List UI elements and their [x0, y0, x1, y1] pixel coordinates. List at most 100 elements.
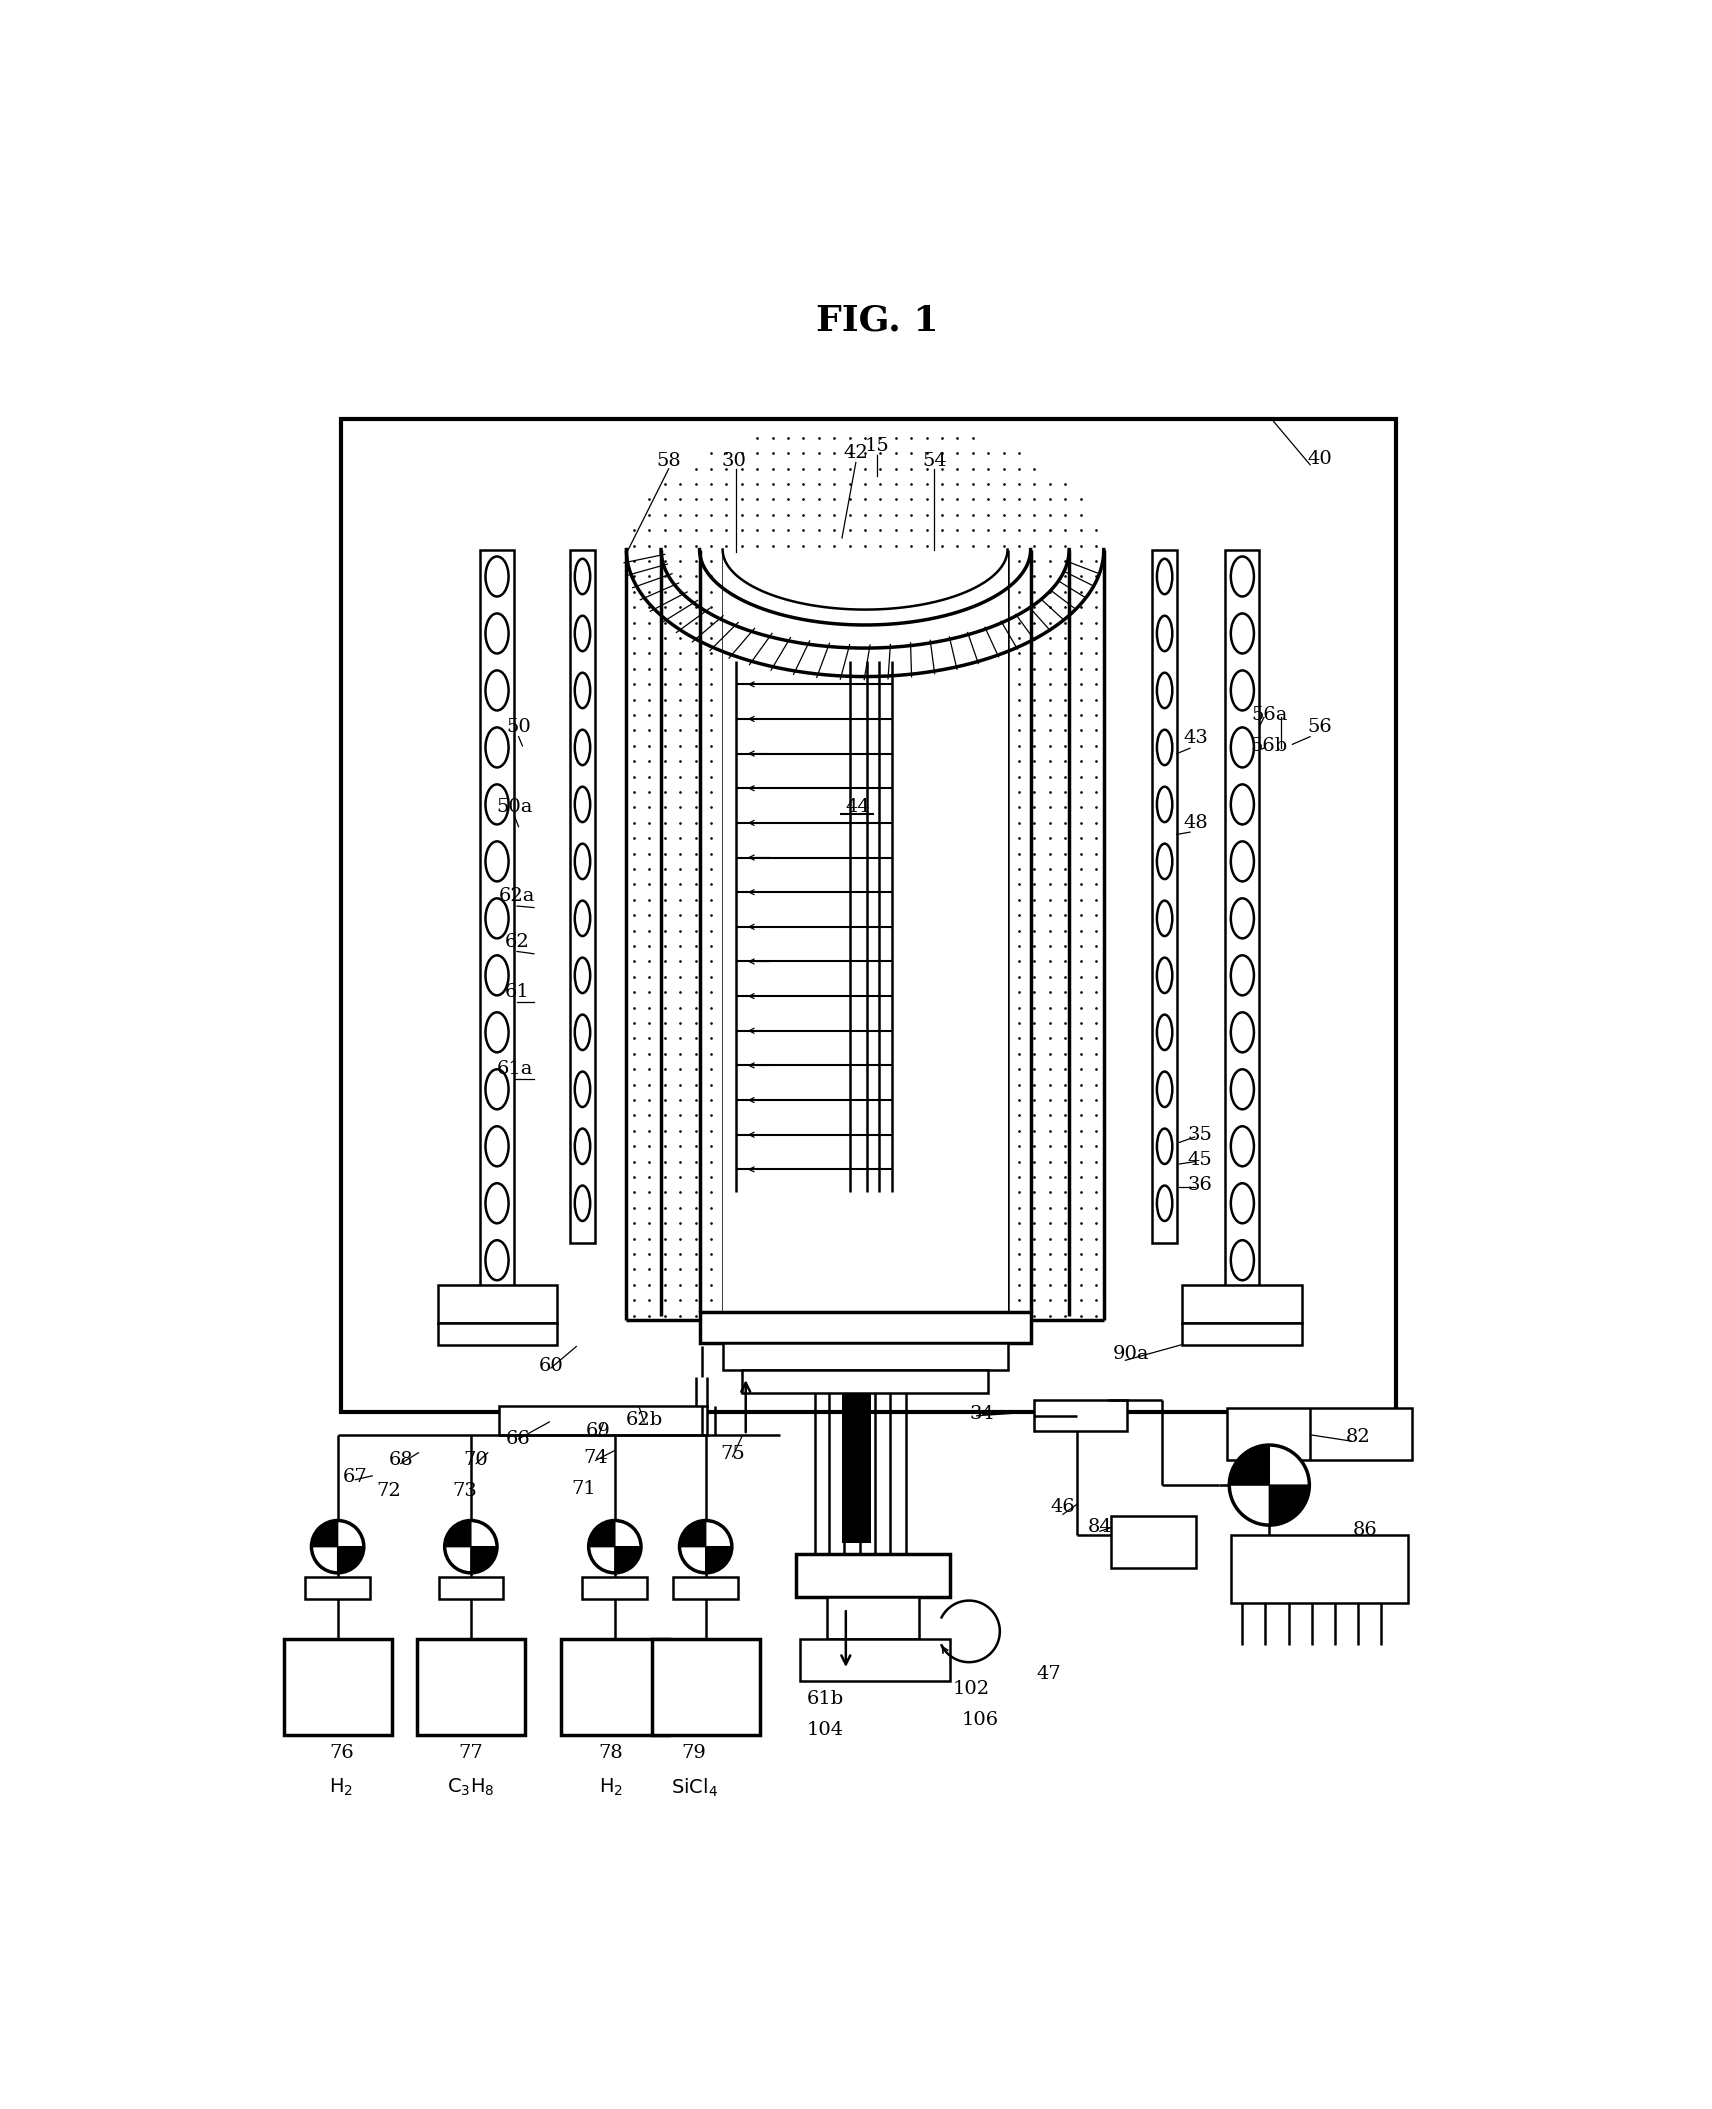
Ellipse shape	[1157, 673, 1173, 709]
Polygon shape	[337, 1546, 363, 1571]
Text: 56a: 56a	[1251, 707, 1287, 723]
Text: 76: 76	[329, 1744, 354, 1761]
Text: 54: 54	[923, 451, 947, 470]
Ellipse shape	[575, 673, 591, 709]
Bar	[1231, 1535, 1407, 1603]
Ellipse shape	[575, 1014, 591, 1050]
Polygon shape	[615, 1546, 640, 1571]
Polygon shape	[680, 1521, 705, 1546]
Ellipse shape	[575, 616, 591, 652]
Text: 34: 34	[969, 1405, 995, 1424]
Ellipse shape	[1231, 671, 1253, 711]
Text: 69: 69	[586, 1421, 609, 1440]
Polygon shape	[1269, 1485, 1308, 1525]
Bar	[305, 1578, 370, 1599]
Bar	[418, 1639, 526, 1736]
Text: 106: 106	[962, 1710, 1000, 1729]
Ellipse shape	[1157, 616, 1173, 652]
Ellipse shape	[1157, 1014, 1173, 1050]
Ellipse shape	[1231, 1012, 1253, 1052]
Ellipse shape	[1231, 955, 1253, 995]
Bar	[341, 418, 1397, 1411]
Text: 68: 68	[389, 1451, 413, 1470]
Ellipse shape	[1157, 1185, 1173, 1221]
Bar	[1111, 1516, 1197, 1569]
Bar	[842, 1392, 871, 1544]
Ellipse shape	[486, 1012, 508, 1052]
Text: $\mathrm{H_2}$: $\mathrm{H_2}$	[599, 1778, 623, 1799]
Text: 15: 15	[865, 437, 890, 456]
Bar	[562, 1639, 669, 1736]
Bar	[700, 1312, 1031, 1343]
Ellipse shape	[1231, 898, 1253, 939]
Text: 36: 36	[1188, 1177, 1212, 1194]
Text: 61: 61	[505, 983, 529, 1002]
Bar	[284, 1639, 392, 1736]
Text: 71: 71	[572, 1481, 596, 1497]
Ellipse shape	[486, 614, 508, 654]
Text: 90a: 90a	[1113, 1346, 1149, 1362]
Text: 44: 44	[846, 799, 870, 816]
Ellipse shape	[1231, 785, 1253, 825]
Text: 50: 50	[507, 717, 531, 736]
Text: 62a: 62a	[498, 888, 536, 905]
Bar	[1034, 1400, 1126, 1432]
Text: 42: 42	[844, 445, 868, 462]
Text: 40: 40	[1306, 451, 1332, 468]
Ellipse shape	[575, 1185, 591, 1221]
Polygon shape	[471, 1546, 496, 1571]
Text: 47: 47	[1036, 1664, 1061, 1683]
Text: 46: 46	[1051, 1497, 1075, 1516]
Bar	[438, 1284, 556, 1322]
Text: 35: 35	[1188, 1126, 1212, 1143]
Ellipse shape	[1157, 1071, 1173, 1107]
Text: 104: 104	[806, 1721, 844, 1740]
Text: 45: 45	[1188, 1152, 1212, 1168]
Text: 58: 58	[656, 451, 681, 470]
Ellipse shape	[1231, 1069, 1253, 1109]
Ellipse shape	[575, 844, 591, 879]
Text: 30: 30	[722, 451, 746, 470]
Text: 75: 75	[721, 1445, 745, 1464]
Ellipse shape	[1231, 1240, 1253, 1280]
Ellipse shape	[575, 1128, 591, 1164]
Text: 77: 77	[459, 1744, 483, 1761]
Bar	[673, 1578, 738, 1599]
Bar	[800, 1639, 950, 1681]
Bar	[1226, 550, 1260, 1289]
Ellipse shape	[486, 898, 508, 939]
Bar	[1152, 550, 1176, 1242]
Text: 82: 82	[1346, 1428, 1370, 1447]
Ellipse shape	[486, 1240, 508, 1280]
Bar	[827, 1597, 919, 1639]
Polygon shape	[1229, 1447, 1269, 1485]
Bar	[722, 1343, 1008, 1369]
Text: $\mathrm{H_2}$: $\mathrm{H_2}$	[329, 1778, 354, 1799]
Ellipse shape	[1231, 1126, 1253, 1166]
Ellipse shape	[1157, 1128, 1173, 1164]
Text: 84: 84	[1087, 1518, 1113, 1537]
Ellipse shape	[575, 730, 591, 766]
Polygon shape	[312, 1521, 337, 1546]
Ellipse shape	[575, 901, 591, 936]
Text: 50a: 50a	[496, 799, 532, 816]
Text: 86: 86	[1352, 1521, 1378, 1540]
Text: 56b: 56b	[1251, 736, 1287, 755]
Text: 73: 73	[452, 1483, 478, 1499]
Ellipse shape	[486, 1183, 508, 1223]
Ellipse shape	[575, 559, 591, 595]
Ellipse shape	[1231, 557, 1253, 597]
Ellipse shape	[486, 955, 508, 995]
Ellipse shape	[1157, 559, 1173, 595]
Ellipse shape	[1231, 1183, 1253, 1223]
Text: 66: 66	[507, 1430, 531, 1449]
Text: 56: 56	[1306, 717, 1332, 736]
Bar	[438, 1322, 556, 1346]
Bar	[500, 1407, 707, 1434]
Ellipse shape	[1231, 614, 1253, 654]
Text: 74: 74	[584, 1449, 608, 1468]
Text: 60: 60	[539, 1356, 563, 1375]
Text: 102: 102	[954, 1681, 990, 1698]
Ellipse shape	[486, 785, 508, 825]
Bar	[479, 550, 514, 1289]
